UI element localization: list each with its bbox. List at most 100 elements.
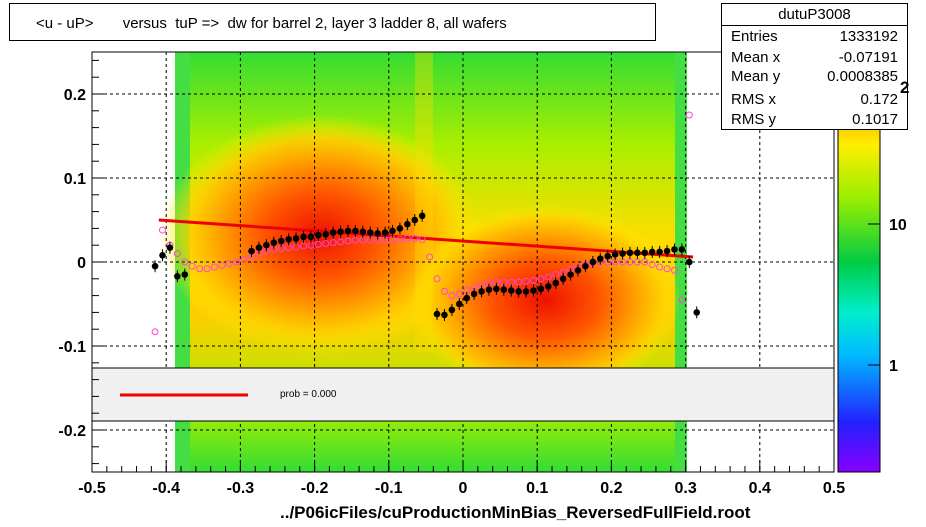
profile-black-point bbox=[300, 233, 307, 241]
profile-black-point bbox=[522, 288, 530, 295]
profile-black-point bbox=[396, 225, 404, 232]
stats-row-entries: Entries 1333192 bbox=[722, 28, 907, 48]
profile-black-point bbox=[582, 262, 589, 270]
x-tick-label: 0 bbox=[459, 480, 468, 497]
profile-black-point bbox=[389, 227, 396, 235]
profile-magenta-point bbox=[522, 277, 530, 285]
profile-black-point bbox=[352, 227, 359, 235]
stats-row-rms-x: RMS x 0.172 bbox=[722, 91, 907, 111]
profile-black-point bbox=[404, 220, 411, 228]
profile-black-point bbox=[648, 248, 656, 256]
profile-black-point bbox=[248, 247, 255, 255]
profile-magenta-point bbox=[210, 263, 218, 271]
stats-key: RMS x bbox=[731, 91, 776, 108]
profile-black-point bbox=[604, 252, 611, 260]
profile-black-point bbox=[344, 227, 352, 235]
profile-black-point bbox=[470, 290, 478, 298]
profile-black-point bbox=[441, 311, 448, 319]
y-tick-label: 0.1 bbox=[64, 171, 86, 188]
profile-black-point bbox=[285, 236, 292, 243]
profile-black-point bbox=[693, 309, 701, 316]
profile-magenta-point bbox=[455, 290, 463, 298]
profile-black-point bbox=[552, 279, 560, 287]
profile-magenta-point bbox=[537, 275, 545, 283]
profile-black-point bbox=[366, 229, 374, 236]
profile-magenta-point bbox=[233, 258, 241, 266]
profile-magenta-point bbox=[196, 265, 204, 273]
profile-magenta-point bbox=[641, 258, 649, 266]
profile-magenta-point bbox=[648, 261, 656, 269]
profile-black-point bbox=[463, 294, 471, 302]
profile-black-point bbox=[619, 250, 626, 257]
profile-magenta-point bbox=[448, 292, 456, 300]
legend-text: prob = 0.000 bbox=[280, 389, 337, 400]
profile-black-point bbox=[277, 237, 285, 245]
profile-black-point bbox=[478, 288, 485, 295]
profile-magenta-point bbox=[329, 239, 337, 247]
profile-black-point bbox=[307, 233, 315, 241]
profile-black-point bbox=[626, 249, 634, 257]
profile-black-point bbox=[166, 244, 174, 252]
profile-black-point bbox=[292, 235, 300, 242]
heat-gap-band bbox=[415, 52, 433, 352]
stats-row-mean-y: Mean y 0.0008385 bbox=[722, 68, 907, 88]
x-tick-label: 0.4 bbox=[749, 480, 771, 497]
profile-black-point bbox=[174, 272, 181, 280]
profile-magenta-point bbox=[515, 278, 523, 286]
profile-magenta-point bbox=[544, 273, 552, 281]
profile-magenta-point bbox=[173, 250, 181, 258]
profile-black-point bbox=[656, 248, 663, 256]
profile-magenta-point bbox=[151, 328, 159, 336]
profile-magenta-point bbox=[529, 276, 537, 284]
stats-key: Mean y bbox=[731, 68, 781, 85]
profile-black-point bbox=[418, 212, 426, 220]
stats-row-mean-x: Mean x -0.07191 bbox=[722, 49, 907, 69]
profile-black-point bbox=[337, 228, 344, 236]
profile-black-point bbox=[589, 258, 597, 266]
profile-magenta-point bbox=[633, 258, 641, 266]
profile-black-point bbox=[329, 229, 337, 236]
profile-black-point bbox=[485, 286, 493, 294]
profile-magenta-point bbox=[188, 262, 196, 270]
profile-magenta-point bbox=[433, 275, 441, 283]
profile-magenta-point bbox=[240, 255, 248, 263]
profile-magenta-point bbox=[678, 296, 686, 304]
profile-magenta-point bbox=[411, 234, 419, 242]
profile-black-point bbox=[574, 267, 582, 274]
profile-black-point bbox=[381, 229, 389, 236]
profile-black-point bbox=[151, 262, 159, 270]
profile-magenta-point bbox=[218, 261, 226, 269]
stats-key: Mean x bbox=[731, 49, 781, 66]
axes: -0.5 -0.4 -0.3 -0.2 -0.1 0 0.1 0.2 0.3 0.4 0.5 0.2 0… bbox=[58, 51, 845, 497]
profile-black-point bbox=[686, 258, 693, 266]
palette-power-label: 2 bbox=[900, 78, 910, 97]
profile-black-point bbox=[545, 283, 552, 290]
profile-black-point bbox=[567, 271, 574, 278]
profile-black-point bbox=[559, 275, 567, 283]
profile-black-point bbox=[359, 228, 367, 236]
x-tick-label: 0.3 bbox=[674, 480, 696, 497]
palette-tick-label: 1 bbox=[889, 358, 898, 375]
stats-key: Entries bbox=[731, 28, 778, 45]
profile-black-point bbox=[374, 230, 381, 237]
profile-black-point bbox=[270, 239, 278, 246]
profile-black-point bbox=[159, 251, 166, 259]
profile-magenta-point bbox=[203, 265, 211, 273]
y-tick-label: 0.2 bbox=[64, 87, 86, 104]
x-tick-label: 0.2 bbox=[600, 480, 622, 497]
profile-black-point bbox=[322, 230, 330, 238]
profile-black-point bbox=[433, 310, 441, 318]
stats-value: -0.07191 bbox=[838, 49, 898, 66]
profile-magenta-point bbox=[426, 253, 434, 261]
stats-value: 0.0008385 bbox=[827, 68, 898, 85]
profile-black-point bbox=[315, 231, 322, 239]
stats-box: dutuP3008 Entries 1333192 Mean x -0.0719… bbox=[721, 3, 908, 130]
profile-black-point bbox=[493, 285, 500, 293]
profile-magenta-point bbox=[351, 236, 359, 244]
profile-black-point bbox=[537, 285, 545, 293]
profile-black-point bbox=[611, 251, 619, 258]
profile-black-point bbox=[671, 246, 678, 253]
profile-magenta-point bbox=[322, 240, 330, 248]
x-tick-label: -0.4 bbox=[152, 480, 180, 497]
fit-line-segment bbox=[158, 218, 694, 259]
